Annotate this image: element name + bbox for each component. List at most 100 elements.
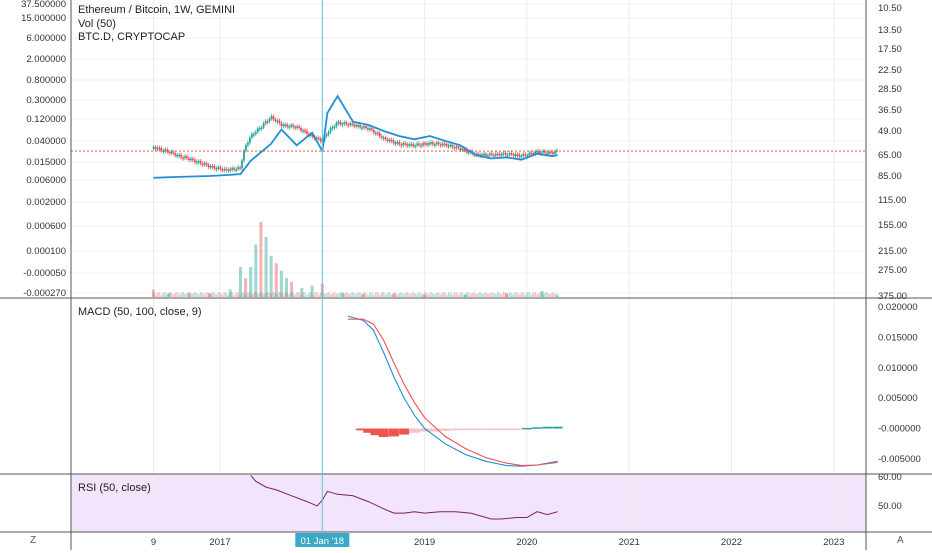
- candle-body: [272, 116, 275, 120]
- volume-bar: [508, 292, 511, 297]
- volume-bar: [534, 292, 536, 297]
- volume-bar: [424, 292, 426, 297]
- volume-bar: [164, 292, 167, 297]
- volume-bar: [292, 292, 294, 297]
- volume-bar: [532, 292, 534, 297]
- candle-body: [355, 125, 358, 127]
- candle-body: [217, 167, 220, 169]
- macd-histogram-bar: [370, 428, 381, 436]
- candle-body: [333, 126, 336, 128]
- volume-bar: [443, 292, 446, 297]
- volume-bar: [194, 292, 196, 297]
- macd-tick-label: 0.015000: [878, 332, 918, 343]
- candle-body: [298, 126, 300, 128]
- candle-body: [186, 156, 188, 159]
- candle-body: [504, 152, 507, 155]
- auto-scale-toggle[interactable]: A: [897, 535, 904, 546]
- volume-bar: [459, 292, 462, 297]
- volume-bar: [152, 292, 155, 297]
- macd-tick-label: 0.020000: [878, 302, 918, 313]
- log-scale-toggle[interactable]: Z: [30, 535, 37, 546]
- candle-body: [443, 143, 446, 145]
- volume-bar: [439, 294, 442, 297]
- volume-bar: [211, 292, 214, 297]
- volume-bar: [422, 293, 424, 297]
- candle-body: [231, 168, 234, 170]
- left-tick-label: 0.006000: [26, 175, 66, 186]
- volume-bar: [548, 293, 550, 297]
- volume-bar: [182, 292, 184, 297]
- right-tick-label: 36.50: [878, 105, 902, 116]
- macd-line: [347, 315, 558, 467]
- candle-body: [166, 149, 169, 152]
- candle-body: [490, 153, 493, 156]
- candle-body: [359, 124, 361, 128]
- candle-body: [429, 142, 432, 144]
- volume-bar: [176, 292, 178, 297]
- candle-body: [235, 169, 238, 171]
- volume-legend[interactable]: Vol (50): [78, 18, 116, 30]
- right-tick-label: 17.50: [878, 44, 902, 55]
- x-tick-2021: 2021: [619, 537, 640, 548]
- volume-bar: [188, 292, 190, 297]
- candle-body: [256, 128, 259, 132]
- volume-bar: [540, 292, 542, 297]
- candle-body: [337, 121, 340, 124]
- volume-bar: [221, 294, 224, 297]
- volume-bar: [382, 292, 385, 297]
- left-tick-label: 2.000000: [26, 54, 66, 65]
- left-tick-label: 0.120000: [26, 114, 66, 125]
- crosshair-date-badge: [295, 533, 350, 547]
- left-tick-label: 0.015000: [26, 157, 66, 168]
- candle-body: [453, 147, 456, 149]
- x-tick-9: 9: [151, 537, 156, 548]
- macd-histogram-bar: [450, 428, 461, 431]
- volume-bar: [406, 292, 409, 297]
- candle-body: [345, 122, 348, 125]
- volume-bar: [375, 292, 377, 297]
- volume-bar: [341, 292, 345, 297]
- candle-body: [156, 147, 159, 150]
- symbol-legend[interactable]: Ethereum / Bitcoin, 1W, GEMINI: [78, 4, 236, 16]
- volume-bar: [485, 292, 487, 297]
- volume-bar: [550, 293, 552, 297]
- macd-legend[interactable]: MACD (50, 100, close, 9): [78, 306, 202, 318]
- rsi-series: [250, 475, 558, 520]
- macd-histogram-bar: [521, 427, 532, 430]
- candle-body: [408, 144, 411, 146]
- volume-bar: [259, 222, 263, 297]
- volume-bar: [154, 294, 157, 297]
- volume-bar: [530, 294, 533, 297]
- btcd-legend[interactable]: BTC.D, CRYPTOCAP: [78, 31, 186, 43]
- candle-body: [264, 121, 267, 124]
- candle-body: [376, 132, 379, 135]
- candle-body: [396, 142, 399, 144]
- candle-body: [160, 147, 163, 151]
- candle-body: [380, 136, 383, 138]
- macd-histogram-bar: [532, 427, 543, 429]
- candle-body: [245, 145, 247, 151]
- volume-bar: [504, 292, 507, 297]
- volume-bar: [253, 293, 255, 297]
- candle-body: [325, 134, 328, 137]
- volume-bar: [445, 294, 448, 297]
- volume-bar: [447, 292, 450, 297]
- volume-bar: [510, 292, 513, 297]
- candle-body: [168, 151, 171, 154]
- candle-body: [465, 149, 468, 152]
- candle-body: [172, 151, 175, 154]
- volume-bar: [333, 292, 336, 297]
- volume-bar: [471, 292, 474, 297]
- candle-body: [392, 140, 395, 143]
- candle-body: [498, 153, 501, 156]
- volume-bar: [376, 292, 379, 297]
- volume-bar: [160, 294, 163, 297]
- volume-bar: [394, 292, 397, 297]
- candle-body: [339, 121, 342, 125]
- macd-histogram-bar: [399, 428, 410, 435]
- left-tick-label: 15.000000: [21, 13, 66, 24]
- rsi-legend[interactable]: RSI (50, close): [78, 482, 151, 494]
- volume-bar: [455, 292, 458, 297]
- volume-bar: [244, 278, 248, 297]
